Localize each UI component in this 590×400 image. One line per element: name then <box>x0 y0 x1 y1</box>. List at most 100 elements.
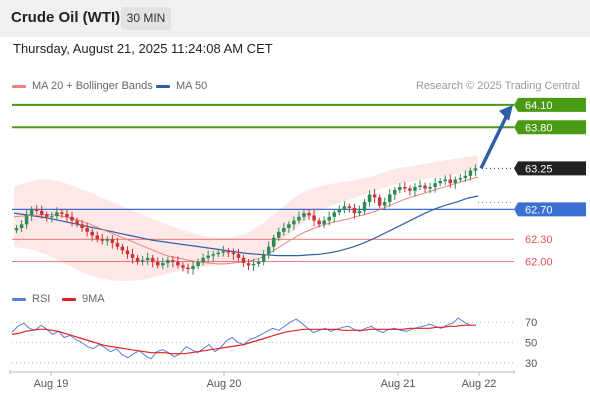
level-label-63.80: 63.80 <box>525 122 553 134</box>
interval-button[interactable]: 30 MIN <box>121 7 171 30</box>
candle-body <box>24 215 29 225</box>
candle-body <box>266 246 271 255</box>
rsi-line <box>11 317 471 360</box>
candle-body <box>201 257 205 262</box>
candle-body <box>105 239 110 241</box>
candle-body <box>302 213 306 217</box>
legend-ma20-label: MA 20 + Bollinger Bands <box>32 80 153 92</box>
level-tag-63.25 <box>514 161 586 176</box>
candle-body <box>241 257 246 264</box>
candle-body <box>327 216 331 221</box>
candle-body <box>468 170 473 176</box>
candle-body <box>261 254 266 262</box>
candle-body <box>45 214 49 217</box>
candle-body <box>398 187 402 190</box>
candle-body <box>231 252 236 255</box>
level-label-62.30: 62.30 <box>525 234 553 246</box>
candle-body <box>29 209 34 216</box>
candle-body <box>100 239 105 241</box>
forecast-arrow-shaft <box>479 112 510 170</box>
legend-rsi-ma-swatch <box>62 297 76 301</box>
candle-body <box>166 260 170 264</box>
candle-body <box>337 209 342 213</box>
candle-body <box>403 187 407 189</box>
candle-body <box>196 261 200 267</box>
candle-body <box>135 257 140 262</box>
candle-body <box>55 212 59 217</box>
candle-body <box>362 201 367 211</box>
legend-rsi: RSI <box>12 293 50 305</box>
candle-body <box>176 261 180 266</box>
candle-body <box>292 220 296 225</box>
candle-body <box>39 210 44 215</box>
candle-body <box>70 216 74 221</box>
candle-body <box>14 228 19 231</box>
candle-body <box>130 254 135 258</box>
candle-body <box>145 257 150 261</box>
candle-body <box>155 261 160 266</box>
level-label-64.10: 64.10 <box>525 100 553 112</box>
candle-body <box>256 261 261 264</box>
legend-ma50: MA 50 <box>156 80 207 92</box>
x-tick-label-aug-22: Aug 22 <box>462 378 497 390</box>
ma20-line <box>13 176 479 265</box>
candle-body <box>80 224 84 229</box>
candle-body <box>120 246 125 251</box>
candle-body <box>186 267 190 270</box>
candle-body <box>332 212 337 217</box>
candle-body <box>150 257 155 262</box>
bollinger-band-area <box>14 155 478 281</box>
rsi-tick-30: 30 <box>525 358 537 370</box>
x-tick-label-aug-19: Aug 19 <box>34 378 69 390</box>
candle-body <box>413 187 417 191</box>
candle-body <box>246 263 251 266</box>
candle-body <box>282 228 286 232</box>
legend-rsi-swatch <box>12 297 26 301</box>
candle-body <box>428 187 432 189</box>
candle-body <box>443 179 447 182</box>
candle-body <box>95 235 99 240</box>
candle-body <box>65 213 69 217</box>
candle-body <box>85 228 89 232</box>
candle-body <box>211 254 215 256</box>
candle-body <box>312 215 316 221</box>
candle-body <box>438 181 442 184</box>
legend-rsi-ma-label: 9MA <box>82 293 105 305</box>
candle-body <box>387 194 392 202</box>
candle-body <box>191 266 195 270</box>
legend-ma20-swatch <box>12 84 26 88</box>
candle-body <box>297 216 301 221</box>
candle-body <box>221 251 226 253</box>
legend-ma50-label: MA 50 <box>176 80 208 92</box>
candle-body <box>307 213 311 216</box>
candle-body <box>287 224 291 229</box>
candle-body <box>181 265 185 268</box>
candle-body <box>423 185 427 189</box>
x-tick-label-aug-20: Aug 20 <box>207 378 242 390</box>
legend-ma50-swatch <box>156 84 170 88</box>
candle-body <box>357 210 362 214</box>
candle-body <box>463 175 468 179</box>
candle-body <box>408 188 412 191</box>
chart-header: Crude Oil (WTI) 30 MIN <box>0 0 590 37</box>
rsi-tick-50: 50 <box>525 338 537 350</box>
candle-body <box>236 254 241 258</box>
candle-body <box>347 206 352 208</box>
candle-body <box>277 231 281 238</box>
instrument-title: Crude Oil (WTI) <box>11 9 121 26</box>
candle-body <box>271 237 276 247</box>
level-tag-63.80 <box>514 120 586 135</box>
candle-body <box>171 260 175 262</box>
candle-body <box>453 179 458 184</box>
candle-body <box>60 212 64 214</box>
candle-body <box>125 250 130 255</box>
forecast-arrow-head <box>499 104 513 121</box>
candle-body <box>90 231 94 236</box>
legend-rsi-label: RSI <box>32 293 51 305</box>
candle-body <box>382 201 387 206</box>
candle-body <box>418 185 422 187</box>
candle-body <box>372 194 377 198</box>
level-tag-64.10 <box>514 97 586 112</box>
candle-body <box>433 183 437 187</box>
